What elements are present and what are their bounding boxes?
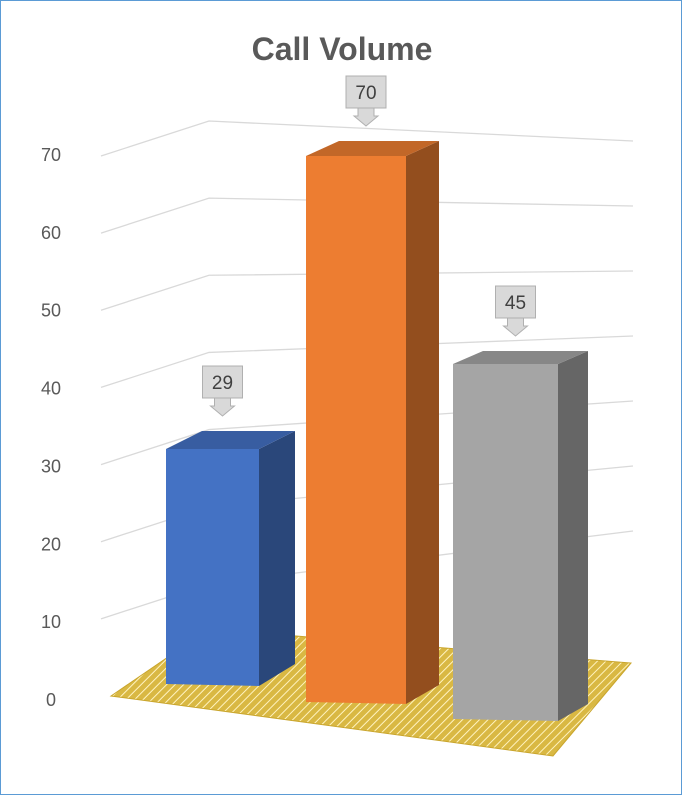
gridline <box>100 335 634 389</box>
bar-front <box>453 364 558 721</box>
y-tick-label: 20 <box>41 534 61 554</box>
data-label-pointer <box>209 397 236 417</box>
data-label: 45 <box>505 293 526 314</box>
data-label-callout: 45 <box>495 285 536 337</box>
data-label: 70 <box>355 83 376 104</box>
gridline <box>100 120 634 157</box>
gridline <box>100 197 634 234</box>
y-tick-label: 60 <box>41 223 61 243</box>
y-tick-label: 10 <box>41 612 61 632</box>
bar-top <box>306 141 439 156</box>
y-tick-label: 30 <box>41 456 61 476</box>
data-label-pointer <box>352 107 380 127</box>
y-tick-label: 40 <box>41 379 61 399</box>
data-label-pointer <box>502 317 529 337</box>
bar-side <box>406 141 439 704</box>
data-label-box <box>345 75 387 109</box>
y-tick-label: 50 <box>41 301 61 321</box>
data-label-callout: 29 <box>202 365 243 417</box>
y-tick-label: 70 <box>41 145 61 165</box>
gridline <box>100 270 634 311</box>
bar-side <box>558 351 588 721</box>
bar-top <box>453 351 588 364</box>
data-label-callout: 70 <box>345 75 387 127</box>
y-tick-label: 0 <box>46 690 56 710</box>
bar-front <box>166 449 259 686</box>
bar-front <box>306 156 406 704</box>
bar-top <box>166 431 295 449</box>
data-label: 29 <box>212 373 233 394</box>
chart-title: Call Volume <box>251 31 433 67</box>
bar-side <box>259 431 295 686</box>
